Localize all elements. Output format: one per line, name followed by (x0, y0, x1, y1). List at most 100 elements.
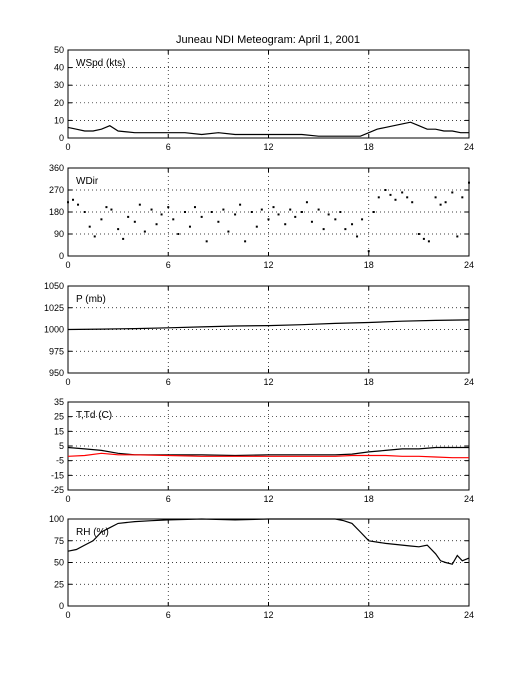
y-tick-label: 1050 (44, 281, 64, 291)
x-tick-label: 12 (263, 142, 273, 152)
data-point (427, 240, 430, 243)
data-point (127, 215, 130, 218)
data-point (150, 208, 153, 211)
y-tick-label: 975 (49, 346, 64, 356)
data-point (444, 201, 447, 204)
y-tick-label: 5 (59, 441, 64, 451)
panel-5: 0 6 12 18 24 0 25 50 75 100 RH (%) (49, 514, 474, 620)
panel-label: RH (%) (76, 527, 109, 538)
data-point (200, 215, 203, 218)
data-point (468, 181, 470, 184)
data-point (451, 191, 454, 194)
data-point (88, 225, 91, 228)
data-point (461, 196, 464, 199)
data-point (155, 223, 158, 226)
y-tick-label: -15 (51, 470, 64, 480)
figure-title: Juneau NDI Meteogram: April 1, 2001 (176, 34, 360, 46)
x-tick-label: 12 (263, 377, 273, 387)
data-point (327, 213, 330, 216)
y-tick-label: 0 (59, 601, 64, 611)
data-point (344, 228, 347, 231)
data-point (305, 201, 308, 204)
data-point (367, 250, 370, 253)
x-tick-label: 24 (464, 142, 474, 152)
x-tick-label: 18 (364, 494, 374, 504)
data-point (322, 228, 325, 231)
data-point (351, 223, 354, 226)
x-tick-label: 0 (65, 377, 70, 387)
x-tick-label: 18 (364, 260, 374, 270)
data-point (310, 220, 313, 223)
panel-1: 0 6 12 18 24 0 10 20 30 40 50 WSpd (kts) (54, 45, 474, 152)
x-tick-label: 0 (65, 494, 70, 504)
data-point (67, 201, 69, 204)
data-point (361, 218, 364, 221)
data-point (122, 237, 125, 240)
y-tick-label: 10 (54, 115, 64, 125)
data-point (188, 225, 191, 228)
data-point (83, 211, 86, 213)
series-line-1 (67, 518, 470, 565)
data-point (417, 233, 420, 235)
data-point (394, 198, 397, 201)
data-point (100, 218, 103, 221)
y-tick-label: 25 (54, 579, 64, 589)
y-tick-label: 35 (54, 397, 64, 407)
x-tick-label: 18 (364, 377, 374, 387)
data-point (377, 196, 380, 199)
data-point (117, 228, 120, 231)
data-point (217, 220, 220, 223)
data-point (167, 206, 170, 209)
y-tick-label: 20 (54, 98, 64, 108)
data-point (260, 208, 263, 211)
y-tick-label: 25 (54, 412, 64, 422)
panel-4: 0 6 12 18 24 -25 -15 -5 5 15 25 35 T,Td (C) (51, 397, 474, 504)
y-tick-label: 15 (54, 426, 64, 436)
panel-label: WSpd (kts) (76, 58, 125, 69)
y-tick-label: 40 (54, 63, 64, 73)
data-point (339, 211, 342, 213)
data-point (255, 225, 258, 228)
y-tick-label: -5 (56, 456, 64, 466)
x-tick-label: 6 (166, 494, 171, 504)
x-tick-label: 24 (464, 610, 474, 620)
data-point (244, 240, 247, 243)
data-point (372, 211, 375, 213)
data-point (239, 203, 242, 206)
data-point (411, 201, 414, 204)
data-point (210, 211, 213, 213)
y-tick-label: 950 (49, 368, 64, 378)
data-point (227, 230, 230, 233)
data-point (384, 189, 387, 191)
x-tick-label: 6 (166, 260, 171, 270)
x-tick-label: 18 (364, 610, 374, 620)
panel-label: T,Td (C) (76, 410, 112, 421)
data-point (317, 208, 320, 211)
x-tick-label: 0 (65, 610, 70, 620)
data-point (401, 191, 404, 194)
data-point (422, 237, 425, 240)
x-tick-label: 24 (464, 494, 474, 504)
data-point (177, 233, 180, 235)
data-point (205, 240, 208, 243)
x-tick-label: 0 (65, 260, 70, 270)
y-tick-label: 30 (54, 80, 64, 90)
data-point (172, 218, 175, 221)
y-tick-label: 75 (54, 536, 64, 546)
y-tick-label: 180 (49, 207, 64, 217)
data-point (284, 223, 287, 226)
x-tick-label: 6 (166, 142, 171, 152)
data-point (183, 211, 186, 213)
x-tick-label: 12 (263, 610, 273, 620)
x-tick-label: 12 (263, 494, 273, 504)
series-line-1 (67, 121, 469, 137)
panel-label: P (mb) (76, 294, 106, 305)
data-point (267, 218, 270, 221)
series-line-1 (67, 446, 469, 457)
data-point (356, 235, 359, 238)
x-tick-label: 12 (263, 260, 273, 270)
series-line-1 (67, 319, 470, 331)
x-tick-label: 24 (464, 260, 474, 270)
data-point (143, 230, 146, 233)
x-tick-label: 24 (464, 377, 474, 387)
